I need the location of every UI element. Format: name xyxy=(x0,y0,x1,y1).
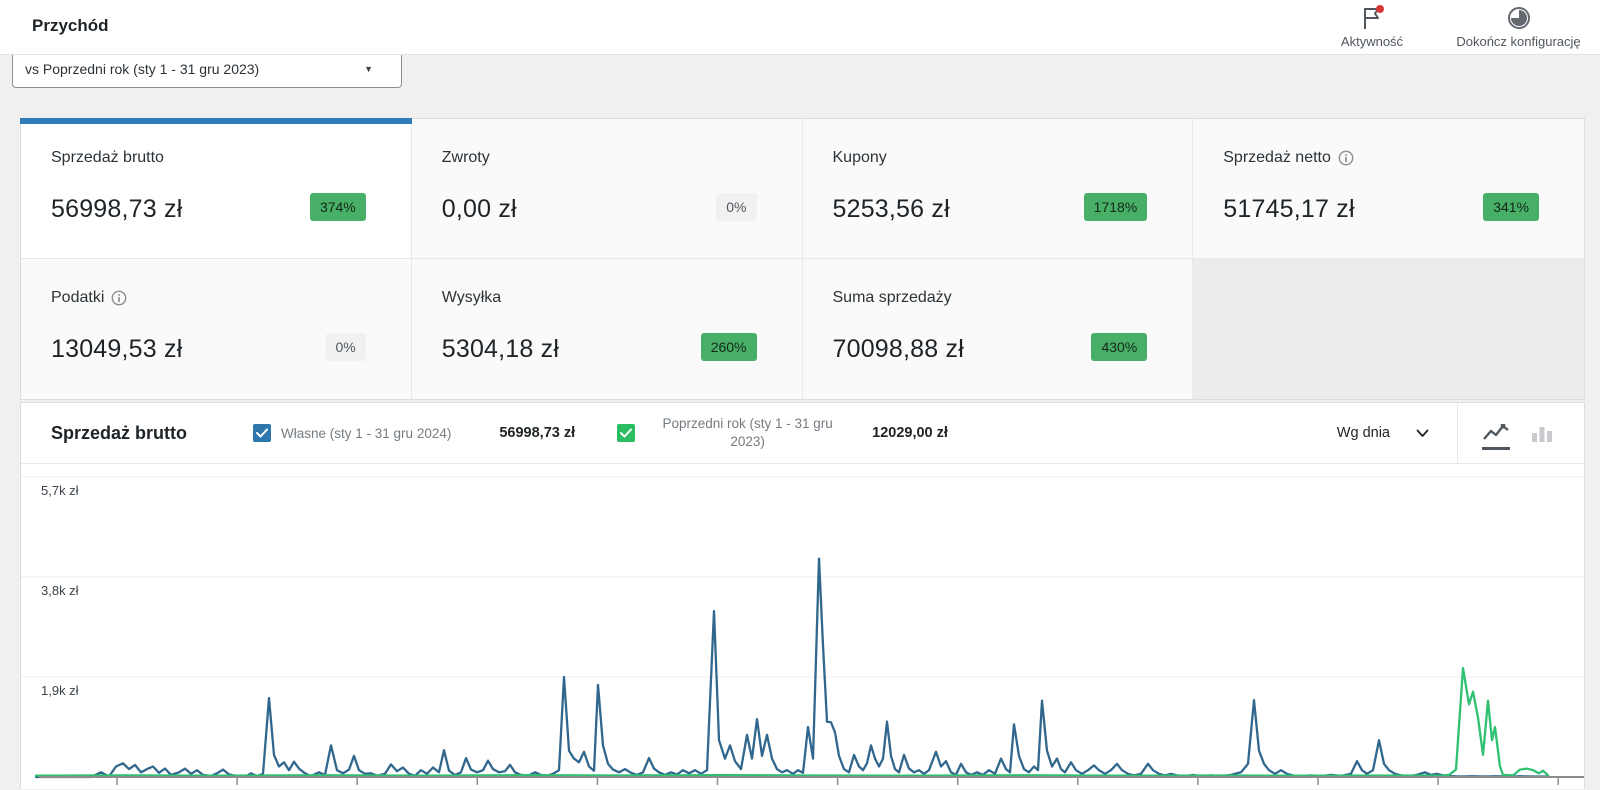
stat-label: Kupony xyxy=(832,149,887,166)
finish-setup-label: Dokończ konfigurację xyxy=(1456,34,1581,49)
notification-dot xyxy=(1376,5,1384,13)
stat-label: Sprzedaż netto xyxy=(1223,149,1331,166)
checkbox-previous-checked[interactable] xyxy=(617,424,636,442)
line-chart-icon xyxy=(1483,424,1509,440)
finish-setup-button[interactable]: Dokończ konfigurację xyxy=(1426,5,1600,49)
flag-icon xyxy=(1359,5,1385,31)
stat-change-badge: 1718% xyxy=(1083,193,1148,221)
info-icon xyxy=(1338,150,1354,166)
stat-value: 51745,17 zł xyxy=(1223,195,1355,223)
stat-label: Sprzedaż brutto xyxy=(51,149,164,166)
stat-value: 70098,88 zł xyxy=(832,335,964,363)
stat-card-taxes[interactable]: Podatki 13049,53 zł 0% xyxy=(21,259,412,399)
stat-value: 5253,56 zł xyxy=(832,195,950,223)
legend-label-previous: Poprzedni rok (sty 1 - 31 gru 2023) xyxy=(662,415,833,449)
chart-header: Sprzedaż brutto Własne (sty 1 - 31 gru 2… xyxy=(21,402,1584,464)
legend-value-current: 56998,73 zł xyxy=(499,425,576,441)
chevron-down-icon xyxy=(1416,429,1429,437)
legend-item-previous[interactable]: Poprzedni rok (sty 1 - 31 gru 2023) 1202… xyxy=(617,415,948,451)
activity-button[interactable]: Aktywność xyxy=(1334,5,1410,49)
activity-label: Aktywność xyxy=(1340,34,1404,49)
chevron-down-icon: ▼ xyxy=(364,64,373,74)
chart-title: Sprzedaż brutto xyxy=(51,422,188,443)
legend-value-previous: 12029,00 zł xyxy=(872,425,948,441)
stat-change-badge: 0% xyxy=(716,193,757,221)
summary-stats-panel: Sprzedaż brutto 56998,73 zł 374% Zwroty … xyxy=(20,118,1585,400)
stat-card-net-sales[interactable]: Sprzedaż netto 51745,17 zł 341% xyxy=(1193,119,1584,259)
stat-change-badge: 341% xyxy=(1483,193,1539,221)
stat-change-badge: 0% xyxy=(325,333,366,361)
legend-item-current[interactable]: Własne (sty 1 - 31 gru 2024) 56998,73 zł xyxy=(253,424,575,442)
chart-panel: Sprzedaż brutto Własne (sty 1 - 31 gru 2… xyxy=(20,402,1585,789)
stat-card-total-sales[interactable]: Suma sprzedaży 70098,88 zł 430% xyxy=(802,259,1194,399)
active-chart-type-indicator xyxy=(1482,447,1510,450)
bar-chart-icon xyxy=(1532,427,1552,442)
stat-label: Podatki xyxy=(51,289,105,306)
bar-chart-toggle[interactable] xyxy=(1528,420,1556,446)
line-chart-toggle[interactable] xyxy=(1482,420,1510,450)
revenue-line-chart: 5,7k zł 3,8k zł 1,9k zł xyxy=(21,476,1584,785)
progress-pie-icon xyxy=(1506,5,1532,31)
header-divider xyxy=(1457,402,1458,464)
interval-label: Wg dnia xyxy=(1336,425,1390,441)
stat-value: 56998,73 zł xyxy=(51,195,183,223)
info-icon xyxy=(111,290,127,306)
stat-value: 5304,18 zł xyxy=(441,335,560,363)
stat-label: Suma sprzedaży xyxy=(832,289,952,306)
topbar: Przychód Aktywność Dokończ konfigurację xyxy=(0,0,1600,55)
stat-card-gross-sales[interactable]: Sprzedaż brutto 56998,73 zł 374% xyxy=(20,118,412,259)
stat-label: Zwroty xyxy=(441,149,490,166)
stat-change-badge: 374% xyxy=(309,193,366,221)
period-compare-value: vs Poprzedni rok (sty 1 - 31 gru 2023) xyxy=(25,61,260,77)
stat-change-badge: 430% xyxy=(1091,333,1148,361)
y-axis-label: 5,7k zł xyxy=(41,483,79,498)
checkbox-current-checked[interactable] xyxy=(253,424,272,442)
y-axis-label: 3,8k zł xyxy=(41,583,79,598)
legend-label-current: Własne (sty 1 - 31 gru 2024) xyxy=(281,425,452,441)
stat-value: 0,00 zł xyxy=(441,195,517,223)
period-compare-select[interactable]: vs Poprzedni rok (sty 1 - 31 gru 2023) ▼ xyxy=(12,50,402,88)
stat-value: 13049,53 zł xyxy=(51,335,183,363)
stat-label: Wysyłka xyxy=(441,289,502,306)
interval-select[interactable]: Wg dnia xyxy=(1337,425,1429,441)
active-card-indicator xyxy=(20,118,412,124)
stat-card-shipping[interactable]: Wysyłka 5304,18 zł 260% xyxy=(411,259,803,399)
stat-card-empty xyxy=(1193,259,1584,399)
stat-change-badge: 260% xyxy=(700,333,757,361)
page-title: Przychód xyxy=(32,16,109,35)
stat-card-returns[interactable]: Zwroty 0,00 zł 0% xyxy=(411,119,803,259)
y-axis-label: 1,9k zł xyxy=(41,683,79,698)
stat-card-coupons[interactable]: Kupony 5253,56 zł 1718% xyxy=(802,119,1194,259)
